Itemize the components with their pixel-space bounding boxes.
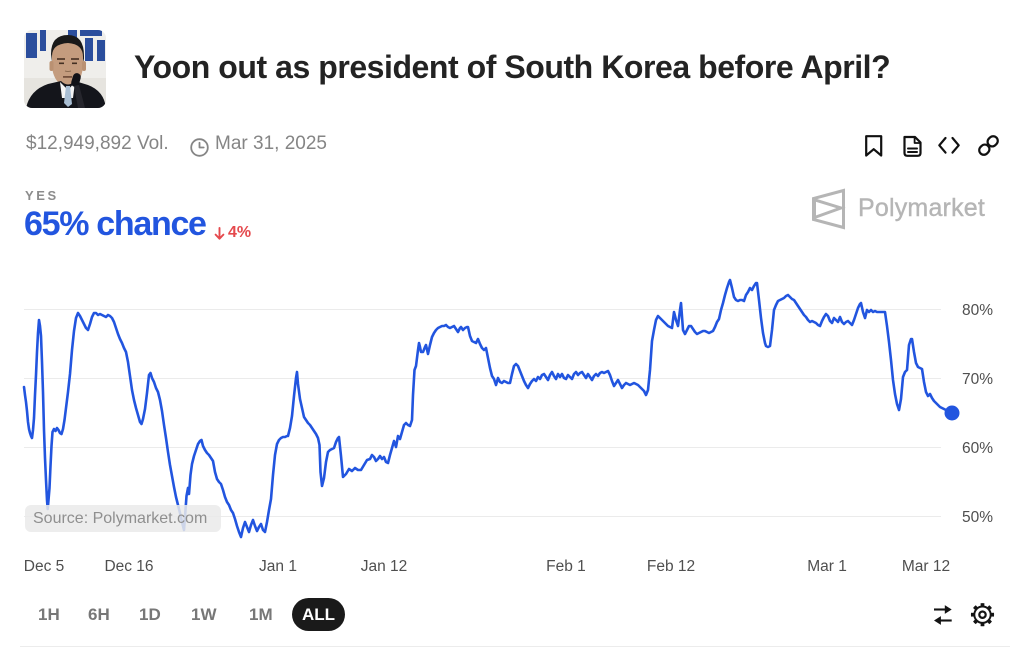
- svg-text:Mar 12: Mar 12: [902, 558, 950, 575]
- svg-text:Feb 12: Feb 12: [647, 558, 695, 575]
- svg-text:80%: 80%: [962, 302, 993, 319]
- svg-text:Jan 1: Jan 1: [259, 558, 297, 575]
- svg-text:Feb 1: Feb 1: [546, 558, 586, 575]
- svg-text:Dec 16: Dec 16: [104, 558, 153, 575]
- svg-text:Mar 1: Mar 1: [807, 558, 847, 575]
- svg-text:50%: 50%: [962, 509, 993, 526]
- svg-text:60%: 60%: [962, 440, 993, 457]
- svg-text:Jan 12: Jan 12: [361, 558, 408, 575]
- svg-text:70%: 70%: [962, 371, 993, 388]
- svg-text:Dec 5: Dec 5: [24, 558, 65, 575]
